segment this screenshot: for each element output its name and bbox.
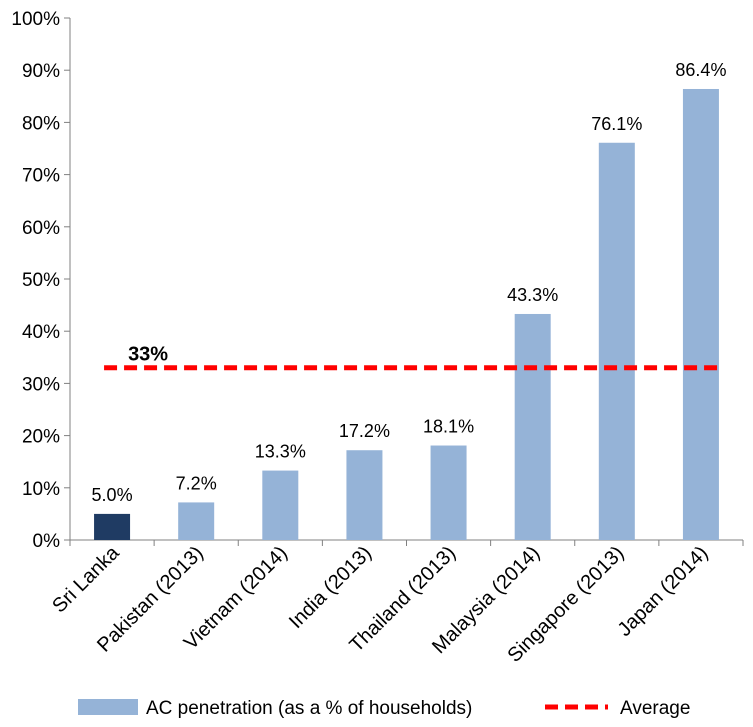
y-tick-label: 0% [33, 531, 61, 552]
x-category-label: India (2013) [285, 542, 376, 633]
y-tick-label: 60% [22, 218, 60, 239]
average-label: 33% [128, 344, 168, 366]
bar-data-label: 17.2% [339, 421, 390, 441]
y-tick-label: 40% [22, 322, 60, 343]
bar [346, 450, 383, 540]
bar-data-label: 76.1% [591, 114, 642, 134]
bar-data-label: 86.4% [675, 60, 726, 80]
y-tick-label: 100% [11, 9, 60, 30]
legend-bar-label: AC penetration (as a % of households) [146, 698, 472, 719]
bar [94, 513, 131, 540]
average-line-group: 33% [104, 344, 721, 371]
legend: AC penetration (as a % of households) Av… [78, 698, 690, 719]
bar-data-label: 18.1% [423, 417, 474, 437]
bar-series: 5.0% 7.2% 13.3% 17.2% 18.1% 43.3% 76.1% 86.4% [92, 60, 726, 540]
y-tick-label: 20% [22, 427, 60, 448]
y-tick-label: 70% [22, 166, 60, 187]
bar [514, 313, 551, 540]
y-tick-label: 80% [22, 113, 60, 134]
legend-average-label: Average [620, 698, 690, 719]
bar [598, 142, 635, 540]
bar [682, 88, 719, 540]
bar-data-label: 43.3% [507, 285, 558, 305]
bar-data-label: 5.0% [92, 485, 133, 505]
y-tick-label: 30% [22, 374, 60, 395]
bar [262, 470, 299, 540]
y-tick-label: 90% [22, 61, 60, 82]
bar [178, 502, 215, 540]
y-axis: 0% 10% 20% 30% 40% 50% 60% 70% 80% 90% 100% [11, 9, 71, 552]
y-tick-label: 50% [22, 270, 60, 291]
y-tick-label: 10% [22, 479, 60, 500]
bar-data-label: 7.2% [176, 473, 217, 493]
bar [430, 445, 467, 540]
legend-bar-swatch [78, 699, 138, 715]
x-category-label: Japan (2014) [614, 542, 713, 641]
bar-data-label: 13.3% [255, 442, 306, 462]
x-category-label: Sri Lanka [48, 541, 124, 617]
